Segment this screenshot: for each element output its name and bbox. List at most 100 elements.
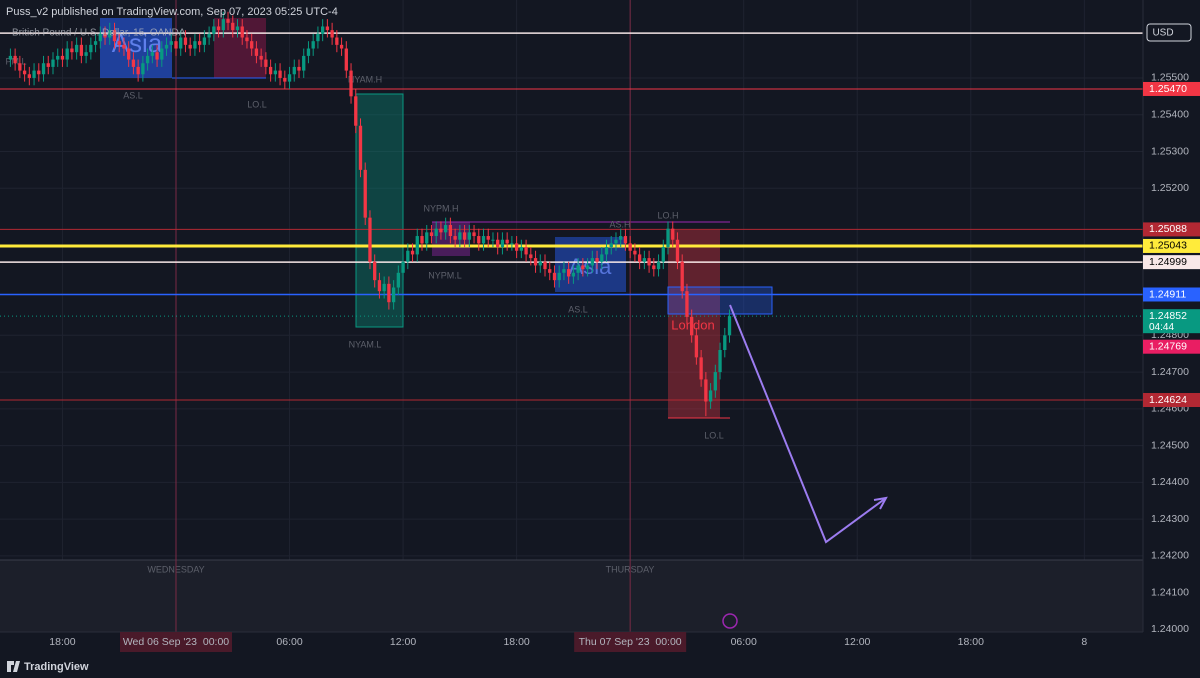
candle-body [207,33,211,38]
candle-body [439,228,443,233]
candle-body [231,22,235,31]
candle-body [637,254,642,262]
x-tick-label: 18:00 [503,636,529,648]
asia-box [100,18,172,78]
candle-body [18,63,22,71]
candle-body [160,48,164,60]
candle-body [496,239,500,248]
candle-body [103,33,107,38]
candle-body [108,30,112,38]
candle-body [538,261,542,266]
candle-body [235,26,240,31]
price-label-box [1143,339,1200,354]
candle-body [425,232,429,244]
candle-body [727,316,732,336]
y-tick-label: 1.25200 [1151,182,1189,194]
candle-body [169,41,173,45]
candle-body [188,44,192,49]
candle-body [112,30,117,42]
candle-body [287,74,292,82]
candle-body [193,41,197,49]
candle-body [614,239,618,244]
candle-body [581,265,585,270]
candle-body [514,243,519,251]
candle-body [396,272,401,288]
candle-body [391,287,396,303]
candle-body [141,63,145,75]
candle-body [666,228,670,248]
x-tick-label: 18:00 [49,636,75,648]
candle-body [278,70,282,78]
level-label: AS.L [123,90,143,100]
candle-body [704,379,708,402]
candle-body [491,239,495,241]
candle-body [164,44,169,49]
candle-body [505,239,509,244]
candle-body [273,70,277,75]
candle-body [311,41,315,49]
candle-body [302,55,306,71]
candle-body [363,169,367,218]
candle-body [89,44,93,53]
candle-body [358,125,363,170]
axes: 1.255001.254001.253001.252001.248001.247… [49,72,1200,652]
candle-body [297,66,301,71]
symbol-info: British Pound / U.S. Dollar, 15, OANDA [12,28,186,39]
candle-body [401,261,405,273]
candle-body [226,19,230,23]
brand-name: TradingView [24,661,89,673]
candle-body [713,372,717,391]
candle-body [202,37,207,45]
candle-body [27,74,31,78]
candle-body [8,55,13,60]
level-label: NYAM.L [349,339,382,349]
candle-body [557,272,561,281]
candle-body [647,258,651,266]
candle-body [694,335,699,358]
candle-body [675,239,680,262]
currency-box[interactable] [1146,23,1192,42]
candle-body [136,66,140,75]
candle-body [500,239,505,248]
candle-body [604,247,609,255]
candle-body [197,41,202,45]
candle-body [216,26,221,31]
level-label: AS.H [609,219,630,229]
candle-body [680,261,684,292]
candle-body [250,41,254,49]
candle-body [145,55,150,64]
candle-body [718,350,722,373]
candle-body [98,33,102,42]
candle-body [325,26,330,31]
candle-body [571,272,576,277]
x-tick-label: 06:00 [276,636,302,648]
price-label-box [1143,287,1200,302]
countdown: 04:44 [1149,322,1174,333]
lower-pane [0,560,1143,632]
price-label-box [1143,255,1200,270]
candle-body [444,225,448,233]
candle-body [481,236,486,244]
candle-body [93,41,98,45]
candle-body [259,55,263,60]
candle-body [609,243,613,248]
candle-body [590,258,594,266]
price-label: 1.24769 [1149,340,1187,352]
candle-body [74,44,79,53]
price-label: 1.24911 [1149,288,1186,300]
candle-body [221,19,225,31]
candle-body [306,48,311,56]
session-label: Asia [569,254,613,279]
candle-body [13,55,17,64]
candle-body [458,232,462,240]
candle-body [264,59,268,67]
x-tick-label: 12:00 [390,636,416,648]
candle-body [387,283,391,303]
y-tick-label: 1.24000 [1151,623,1189,635]
candle-body [368,217,372,262]
x-tick-label: 8 [1081,636,1087,648]
candle-body [595,258,599,262]
candle-body [723,335,727,351]
event-icon[interactable] [722,613,738,629]
